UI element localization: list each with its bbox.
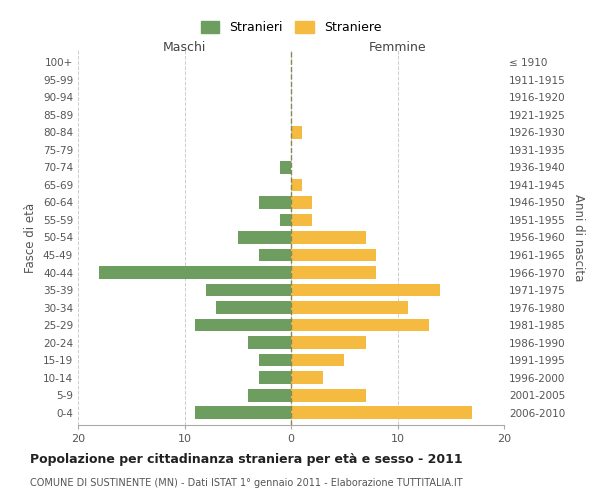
Bar (291, 319, 430, 332)
Text: Femmine: Femmine (368, 40, 427, 54)
Bar (217, 302, 291, 314)
Bar (291, 372, 323, 384)
Bar (248, 336, 291, 349)
Text: Popolazione per cittadinanza straniera per età e sesso - 2011: Popolazione per cittadinanza straniera p… (30, 452, 463, 466)
Bar (291, 406, 472, 419)
Bar (259, 248, 291, 262)
Bar (291, 266, 376, 279)
Bar (291, 336, 365, 349)
Legend: Stranieri, Straniere: Stranieri, Straniere (194, 15, 388, 40)
Bar (206, 284, 291, 296)
Bar (291, 126, 302, 138)
Bar (291, 231, 365, 244)
Bar (195, 319, 291, 332)
Bar (291, 214, 313, 226)
Bar (291, 196, 313, 209)
Text: Maschi: Maschi (163, 40, 206, 54)
Bar (259, 354, 291, 366)
Bar (291, 389, 365, 402)
Bar (238, 231, 291, 244)
Text: COMUNE DI SUSTINENTE (MN) - Dati ISTAT 1° gennaio 2011 - Elaborazione TUTTITALIA: COMUNE DI SUSTINENTE (MN) - Dati ISTAT 1… (30, 478, 463, 488)
Bar (291, 248, 376, 262)
Bar (280, 214, 291, 226)
Bar (291, 284, 440, 296)
Y-axis label: Fasce di età: Fasce di età (25, 202, 37, 272)
Bar (259, 196, 291, 209)
Bar (259, 372, 291, 384)
Bar (248, 389, 291, 402)
Bar (99, 266, 291, 279)
Bar (291, 302, 408, 314)
Bar (280, 161, 291, 173)
Bar (291, 178, 302, 191)
Y-axis label: Anni di nascita: Anni di nascita (572, 194, 585, 281)
Bar (291, 354, 344, 366)
Bar (195, 406, 291, 419)
